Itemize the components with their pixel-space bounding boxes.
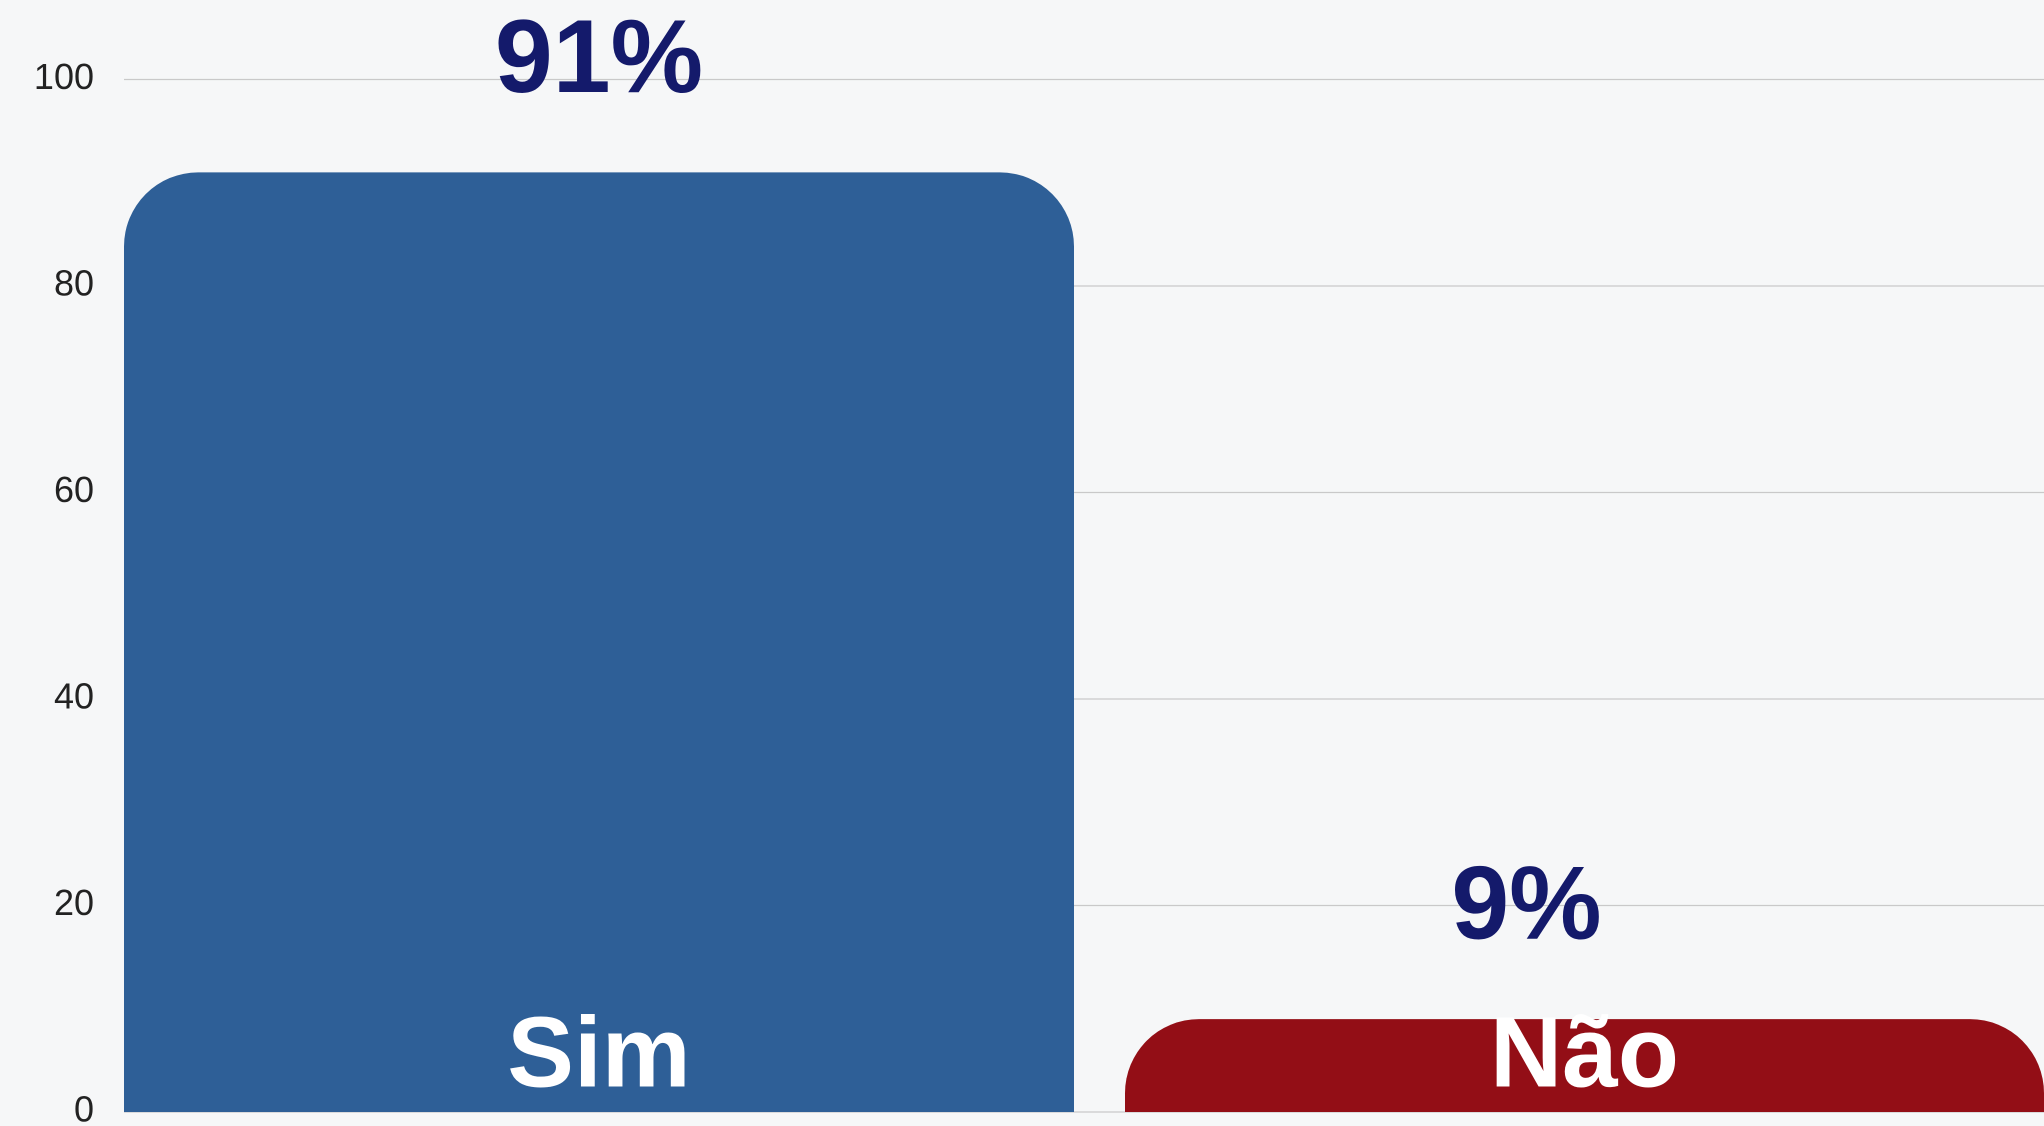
category-label: Sim: [507, 996, 690, 1108]
y-tick-label: 60: [54, 469, 94, 510]
bar: [124, 172, 1074, 1113]
value-label: 9%: [1451, 846, 1601, 962]
y-tick-label: 100: [34, 56, 94, 97]
y-tick-label: 40: [54, 676, 94, 717]
value-label: 91%: [495, 0, 703, 115]
y-tick-label: 20: [54, 882, 94, 923]
y-tick-label: 0: [74, 1089, 94, 1126]
bar: [1125, 1019, 2044, 1112]
y-tick-label: 80: [54, 263, 94, 304]
category-label: Não: [1490, 996, 1679, 1108]
